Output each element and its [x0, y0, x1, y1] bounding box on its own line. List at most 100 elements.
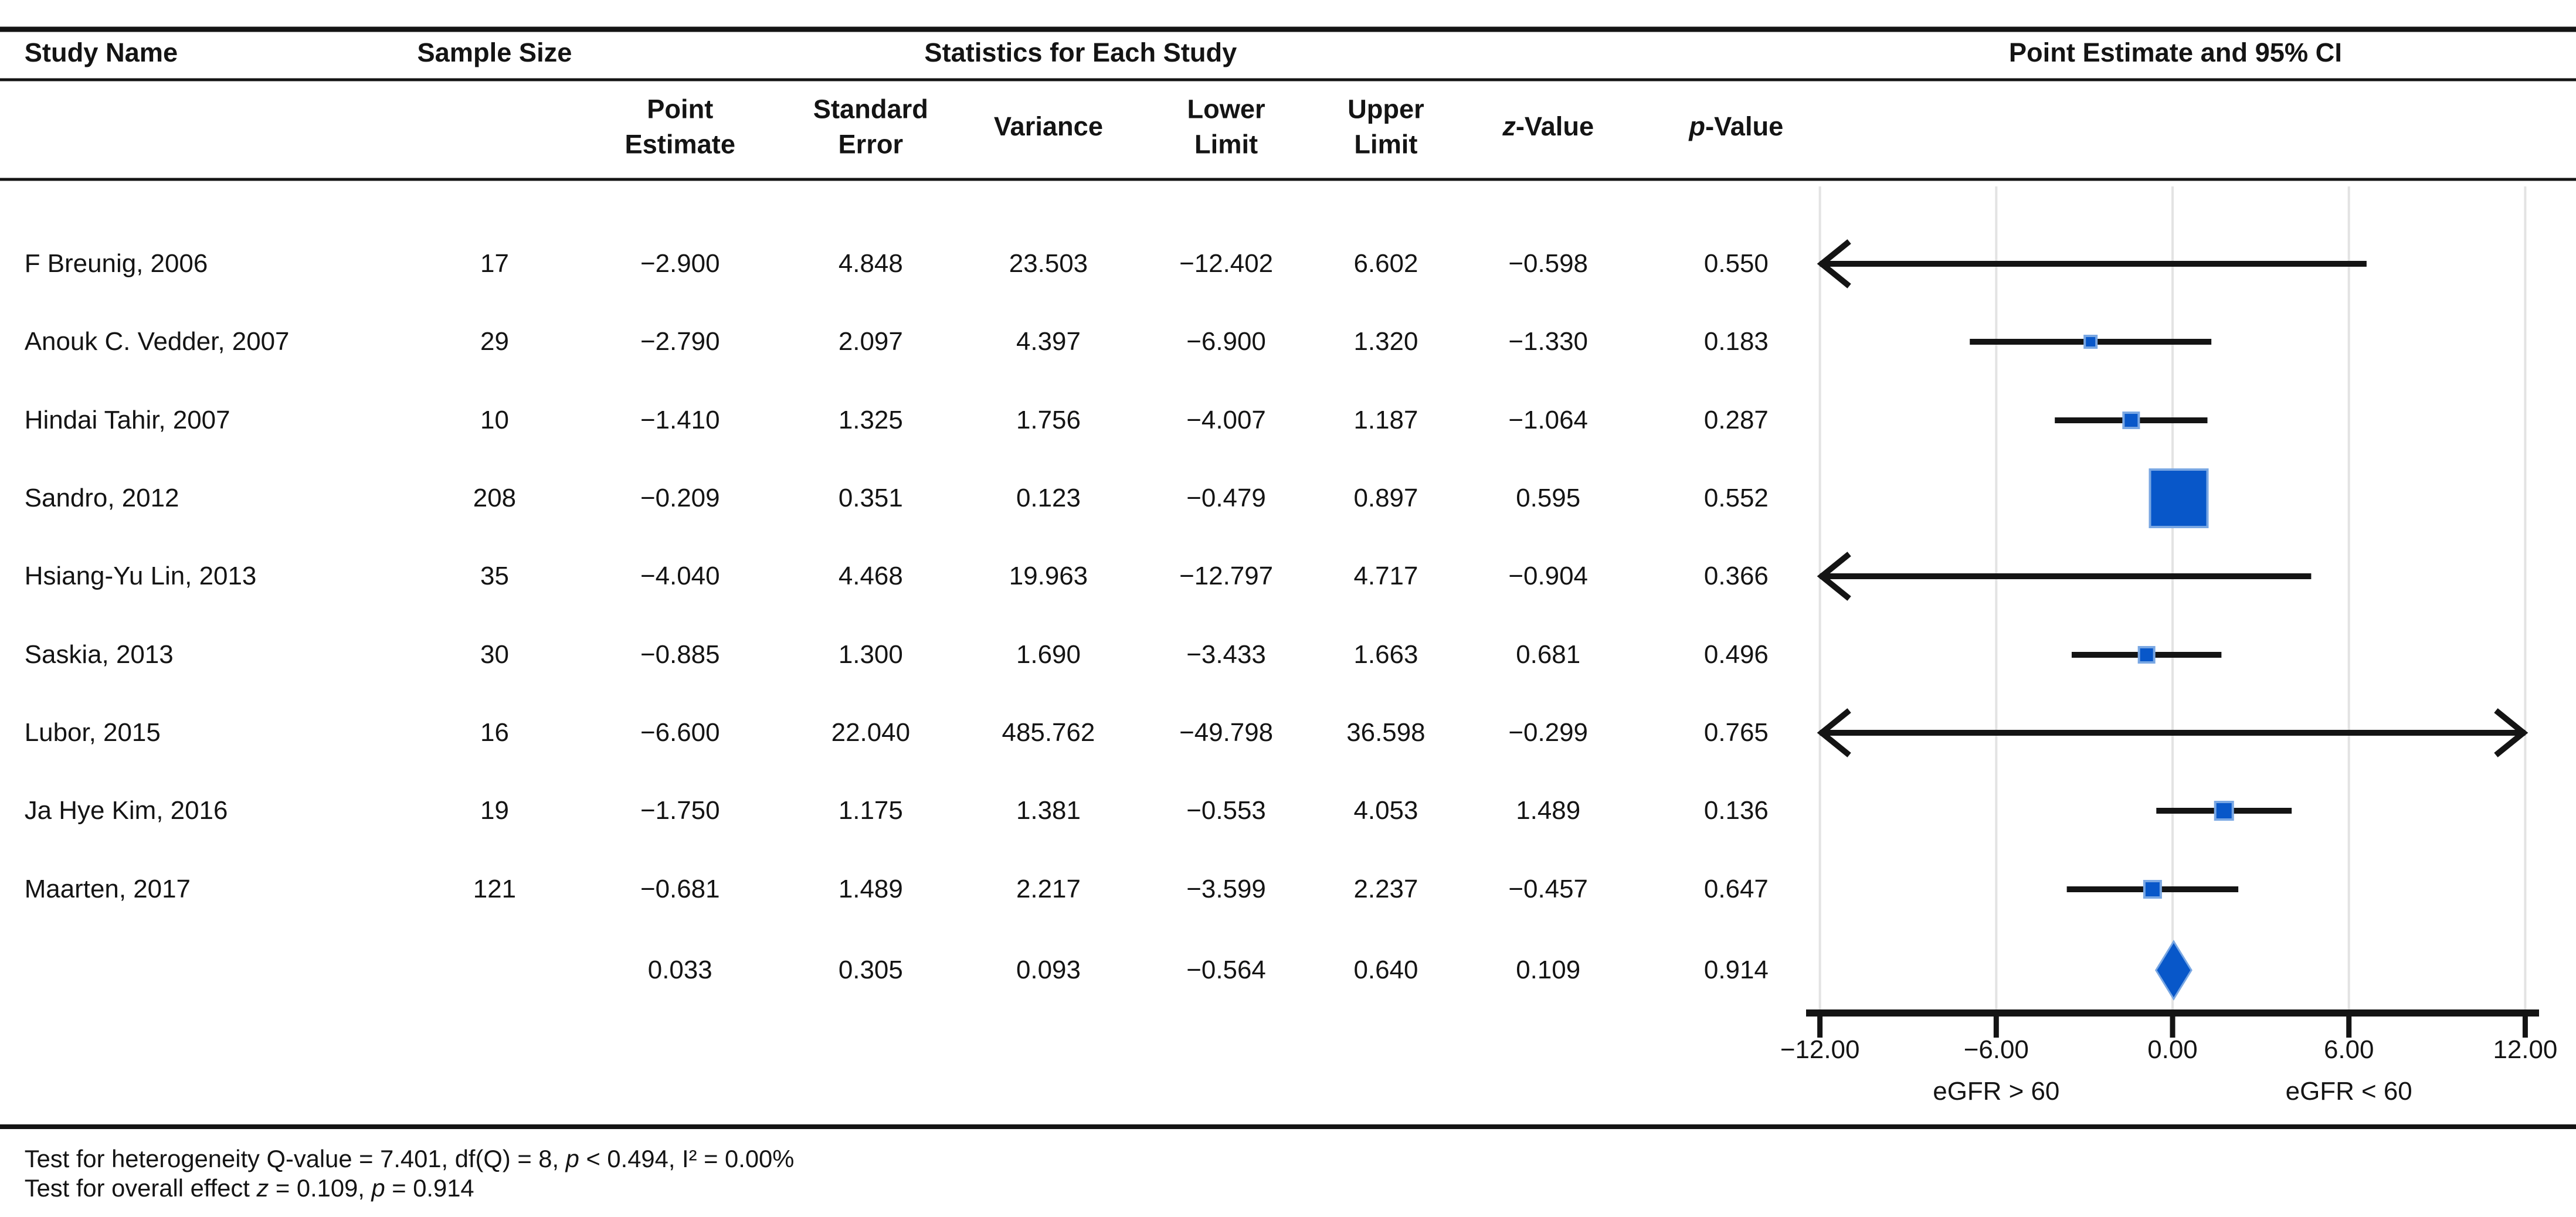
table-cell-p: 0.287 [1703, 405, 1769, 434]
table-cell-upper: 1.187 [1353, 405, 1418, 434]
column-header-se: Standard Error [813, 91, 928, 161]
table-cell-z: −1.330 [1508, 327, 1588, 356]
table-cell-lower: −3.433 [1186, 640, 1266, 669]
text-segment: z [256, 1174, 269, 1202]
axis-tick-label: 6.00 [2323, 1035, 2374, 1064]
table-cell-p: 0.647 [1703, 874, 1769, 903]
table-cell-upper: 4.053 [1353, 796, 1418, 825]
ci-square [2214, 801, 2234, 821]
ci-square [2137, 646, 2156, 664]
column-header-line: Point [625, 91, 735, 127]
table-cell-se: 4.468 [838, 561, 903, 590]
table-cell-variance: 4.397 [1016, 327, 1081, 356]
ci-arrow-right [2494, 708, 2529, 757]
axis-tick-label: 12.00 [2493, 1035, 2558, 1064]
column-header-variance: Variance [994, 109, 1103, 144]
table-cell-se: 0.351 [838, 483, 903, 512]
study-name-cell: Saskia, 2013 [24, 640, 174, 669]
text-segment: Lower [1187, 94, 1265, 124]
table-cell-lower: −0.553 [1186, 796, 1266, 825]
text-segment: Estimate [625, 128, 736, 159]
table-cell-n: 16 [480, 718, 509, 747]
column-header-line: p-Value [1689, 109, 1783, 144]
table-cell-n: 19 [480, 796, 509, 825]
table-cell-n: 35 [480, 561, 509, 590]
column-header-line: Limit [1187, 127, 1265, 162]
table-cell-p: 0.366 [1703, 561, 1769, 590]
ci-square [2122, 412, 2140, 429]
summary-cell-upper: 0.640 [1353, 955, 1418, 984]
summary-cell-z: 0.109 [1516, 955, 1581, 984]
summary-cell-point: 0.033 [647, 955, 712, 984]
column-header-p: p-Value [1689, 109, 1783, 144]
study-name-cell: Hindai Tahir, 2007 [24, 405, 230, 434]
table-cell-variance: 485.762 [1002, 718, 1095, 747]
table-cell-n: 17 [480, 249, 509, 278]
table-cell-lower: −6.900 [1186, 327, 1266, 356]
text-segment: Variance [993, 111, 1103, 142]
table-cell-se: 1.175 [838, 796, 903, 825]
study-name-cell: Lubor, 2015 [24, 718, 161, 747]
text-segment: z [1502, 111, 1516, 142]
text-segment: Standard [813, 94, 928, 124]
column-header-point: Point Estimate [625, 91, 735, 161]
table-cell-point: −2.900 [640, 249, 720, 278]
summary-diamond [2154, 940, 2193, 1001]
table-cell-se: 1.300 [838, 640, 903, 669]
table-cell-se: 1.325 [838, 405, 903, 434]
table-cell-point: −0.209 [640, 483, 720, 512]
table-cell-se: 1.489 [838, 874, 903, 903]
study-name-cell: Ja Hye Kim, 2016 [24, 796, 228, 825]
axis-tick-label: −6.00 [1963, 1035, 2029, 1064]
study-name-cell: Anouk C. Vedder, 2007 [24, 327, 290, 356]
region-label-right: eGFR < 60 [2285, 1077, 2412, 1106]
table-cell-z: 1.489 [1516, 796, 1581, 825]
table-cell-p: 0.136 [1703, 796, 1769, 825]
column-header-line: Variance [994, 109, 1103, 144]
table-cell-lower: −4.007 [1186, 405, 1266, 434]
column-header-sample-size: Sample Size [417, 38, 572, 68]
table-cell-point: −0.681 [640, 874, 720, 903]
column-header-upper: Upper Limit [1348, 91, 1424, 161]
summary-cell-se: 0.305 [838, 955, 903, 984]
table-cell-variance: 1.756 [1016, 405, 1081, 434]
heterogeneity-note: Test for heterogeneity Q-value = 7.401, … [25, 1145, 795, 1173]
table-cell-n: 29 [480, 327, 509, 356]
ci-arrow-left [1817, 552, 1851, 601]
ci-square [2149, 468, 2209, 528]
table-cell-p: 0.550 [1703, 249, 1769, 278]
table-cell-z: −0.904 [1508, 561, 1588, 590]
text-segment: Limit [1354, 128, 1418, 159]
table-cell-lower: −49.798 [1179, 718, 1274, 747]
table-cell-z: 0.595 [1516, 483, 1581, 512]
text-segment: p [1689, 111, 1706, 142]
table-cell-n: 121 [473, 874, 517, 903]
ci-square [2143, 880, 2162, 899]
region-label-left: eGFR > 60 [1933, 1077, 2060, 1106]
group-header-point-estimate-ci: Point Estimate and 95% CI [2008, 38, 2342, 68]
ci-arrow-left [1817, 239, 1851, 288]
text-segment: Point [647, 94, 714, 124]
column-header-z: z-Value [1502, 109, 1594, 144]
ci-arrow-left [1817, 708, 1851, 757]
table-cell-upper: 6.602 [1353, 249, 1418, 278]
table-cell-z: −0.457 [1508, 874, 1588, 903]
table-cell-p: 0.552 [1703, 483, 1769, 512]
summary-cell-variance: 0.093 [1016, 955, 1081, 984]
column-header-line: Upper [1348, 91, 1424, 127]
table-cell-upper: 1.320 [1353, 327, 1418, 356]
axis-tick-label: 0.00 [2147, 1035, 2198, 1064]
table-cell-n: 208 [473, 483, 517, 512]
table-cell-lower: −0.479 [1186, 483, 1266, 512]
table-cell-variance: 1.381 [1016, 796, 1081, 825]
table-cell-variance: 2.217 [1016, 874, 1081, 903]
column-header-line: z-Value [1502, 109, 1594, 144]
column-header-study-name: Study Name [24, 38, 178, 68]
table-cell-p: 0.496 [1703, 640, 1769, 669]
table-cell-lower: −12.797 [1179, 561, 1274, 590]
table-cell-z: −1.064 [1508, 405, 1588, 434]
study-name-cell: Sandro, 2012 [24, 483, 179, 512]
text-segment: = 0.109, [269, 1174, 372, 1202]
table-cell-upper: 1.663 [1353, 640, 1418, 669]
table-cell-point: −0.885 [640, 640, 720, 669]
